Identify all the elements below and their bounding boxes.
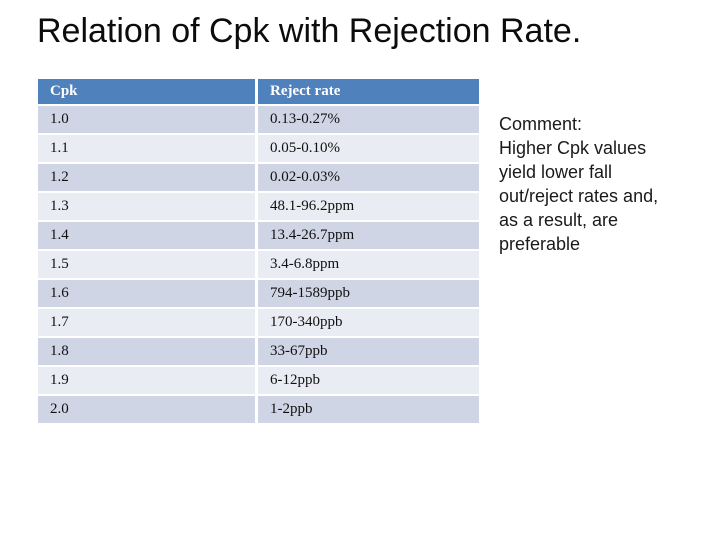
- comment-line: Higher Cpk values: [499, 138, 647, 158]
- table-row: 1.8 33-67ppb: [38, 338, 479, 367]
- cpk-cell: 1.7: [38, 309, 258, 338]
- reject-rate-cell: 3.4-6.8ppm: [258, 251, 479, 280]
- page-title: Relation of Cpk with Rejection Rate.: [37, 12, 582, 50]
- reject-rate-cell: 0.13-0.27%: [258, 106, 479, 135]
- comment-line: out/reject rates and,: [499, 186, 659, 206]
- cpk-cell: 1.4: [38, 222, 258, 251]
- comment-line: preferable: [499, 234, 581, 254]
- reject-rate-cell: 6-12ppb: [258, 367, 479, 396]
- reject-rate-cell: 170-340ppb: [258, 309, 479, 338]
- comment-line: yield lower fall: [499, 162, 613, 182]
- table-row: 1.1 0.05-0.10%: [38, 135, 479, 164]
- comment-line: Comment:: [499, 114, 583, 134]
- table-row: 1.5 3.4-6.8ppm: [38, 251, 479, 280]
- reject-rate-cell: 794-1589ppb: [258, 280, 479, 309]
- cpk-cell: 1.9: [38, 367, 258, 396]
- table-row: 1.6 794-1589ppb: [38, 280, 479, 309]
- reject-rate-cell: 13.4-26.7ppm: [258, 222, 479, 251]
- comment-line: as a result, are: [499, 210, 619, 230]
- table-row: 1.0 0.13-0.27%: [38, 106, 479, 135]
- cpk-cell: 1.1: [38, 135, 258, 164]
- table-header-row: Cpk Reject rate: [38, 79, 479, 106]
- cpk-cell: 1.3: [38, 193, 258, 222]
- table-row: 1.3 48.1-96.2ppm: [38, 193, 479, 222]
- cpk-cell: 1.8: [38, 338, 258, 367]
- reject-rate-cell: 0.02-0.03%: [258, 164, 479, 193]
- reject-rate-cell: 0.05-0.10%: [258, 135, 479, 164]
- comment-text: Comment: Higher Cpk values yield lower fal…: [499, 112, 699, 256]
- table-header: Cpk Reject rate: [38, 79, 479, 106]
- cpk-cell: 1.0: [38, 106, 258, 135]
- table-row: 1.7 170-340ppb: [38, 309, 479, 338]
- table-row: 2.0 1-2ppb: [38, 396, 479, 425]
- table-row: 1.2 0.02-0.03%: [38, 164, 479, 193]
- cpk-cell: 2.0: [38, 396, 258, 425]
- cpk-cell: 1.6: [38, 280, 258, 309]
- table-row: 1.9 6-12ppb: [38, 367, 479, 396]
- reject-rate-cell: 33-67ppb: [258, 338, 479, 367]
- cpk-reject-rate-table: Cpk Reject rate 1.0 0.13-0.27% 1.1 0.05-0.1…: [38, 79, 479, 425]
- table-row: 1.4 13.4-26.7ppm: [38, 222, 479, 251]
- column-header-cpk: Cpk: [38, 79, 258, 106]
- cpk-cell: 1.2: [38, 164, 258, 193]
- cpk-cell: 1.5: [38, 251, 258, 280]
- reject-rate-cell: 48.1-96.2ppm: [258, 193, 479, 222]
- column-header-reject-rate: Reject rate: [258, 79, 479, 106]
- reject-rate-cell: 1-2ppb: [258, 396, 479, 425]
- table-body: 1.0 0.13-0.27% 1.1 0.05-0.10% 1.2 0.02-0.03% 1…: [38, 106, 479, 425]
